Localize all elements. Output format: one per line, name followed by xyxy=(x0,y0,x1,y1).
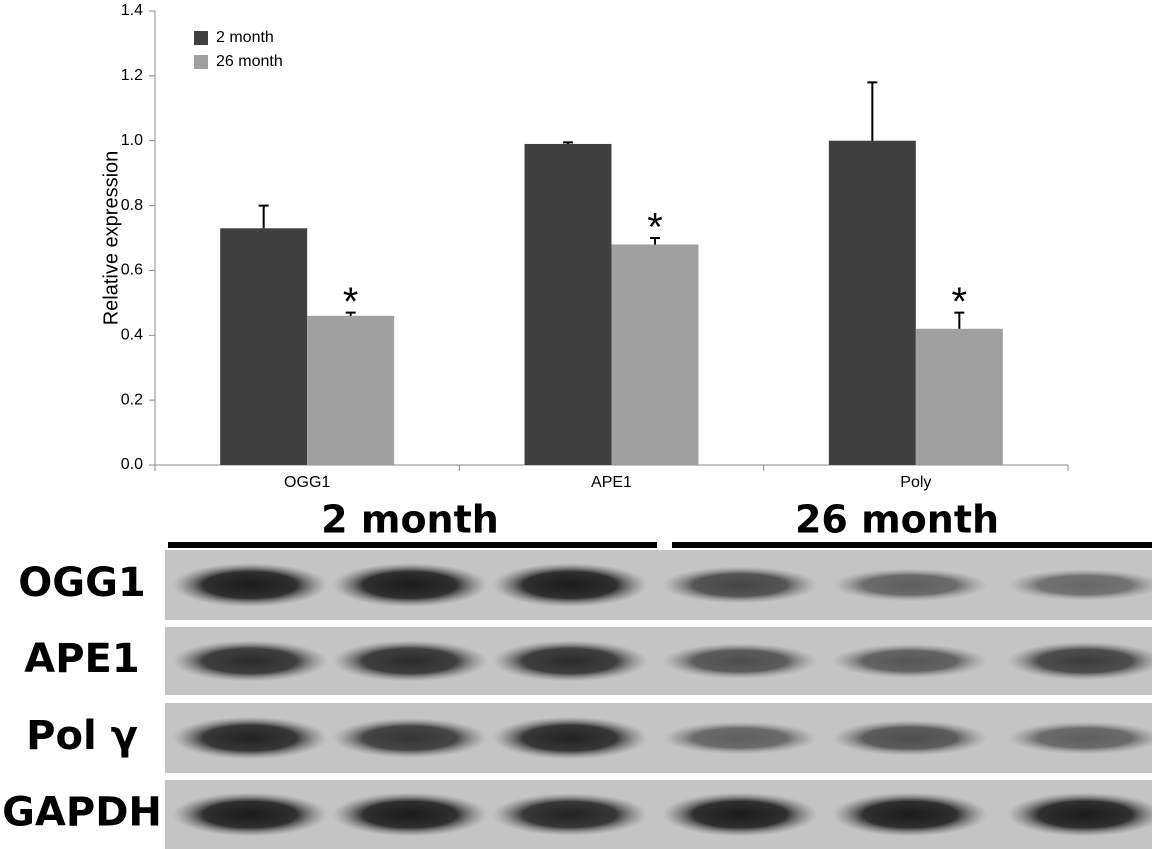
significance-mark: * xyxy=(647,206,663,250)
blot-band xyxy=(492,716,648,760)
error-bar xyxy=(258,204,269,229)
y-axis-label: Relative expression xyxy=(100,151,122,326)
x-tick-label: OGG1 xyxy=(284,474,330,491)
blot-row-label: Pol γ xyxy=(26,713,138,759)
blot-row-label: APE1 xyxy=(24,636,139,682)
significance-mark: * xyxy=(343,280,359,324)
y-tick-label: 0.8 xyxy=(121,197,143,214)
bar-chart: Relative expression 0.0 0.2 0.4 0.6 0.8 1.0 1.… xyxy=(100,2,1069,491)
y-tick-label: 1.2 xyxy=(121,67,143,84)
blot-group-label: 26 month xyxy=(795,498,999,542)
blot-band xyxy=(1007,569,1152,601)
blot-band xyxy=(662,643,818,679)
blot-band xyxy=(832,643,988,679)
blot-band xyxy=(662,566,818,604)
blot-band xyxy=(332,792,488,837)
blot-band xyxy=(662,721,818,755)
blot-band xyxy=(492,563,648,607)
error-bar xyxy=(954,311,965,329)
blot-band xyxy=(332,563,488,607)
bar xyxy=(611,244,699,465)
legend-swatch xyxy=(194,55,208,69)
blot-band xyxy=(832,568,988,602)
blot-row-label: GAPDH xyxy=(2,790,162,836)
bar xyxy=(828,140,916,465)
blot-band xyxy=(172,792,328,837)
legend-swatch xyxy=(194,31,208,45)
blot-band xyxy=(492,640,648,682)
blot-band xyxy=(332,718,488,758)
bar xyxy=(220,228,308,465)
error-bar xyxy=(563,141,573,144)
error-bar xyxy=(345,311,356,316)
legend-label: 26 month xyxy=(216,53,283,70)
x-tick-label: APE1 xyxy=(591,474,632,491)
blot-band xyxy=(1007,721,1152,755)
blot-band xyxy=(832,720,988,756)
blot-band xyxy=(1007,641,1152,681)
blot-band xyxy=(172,716,328,760)
bar xyxy=(307,315,395,465)
blot-band xyxy=(662,792,818,837)
blot-group-label: 2 month xyxy=(321,498,499,542)
y-tick-label: 0.0 xyxy=(121,456,143,473)
blot-row-label: OGG1 xyxy=(18,560,146,606)
y-tick-label: 1.0 xyxy=(121,132,143,149)
blot-band xyxy=(332,640,488,682)
y-tick-label: 0.2 xyxy=(121,391,143,408)
error-bar xyxy=(867,81,878,141)
blot-band xyxy=(492,793,648,836)
legend-label: 2 month xyxy=(216,29,274,46)
x-tick-label: Poly xyxy=(900,474,931,491)
y-tick-label: 1.4 xyxy=(121,2,143,19)
blot-band xyxy=(832,792,988,837)
western-blot: 2 month 26 month OGG1 APE1 Pol γ GAPDH xyxy=(2,498,1152,849)
bar xyxy=(524,143,612,465)
y-tick-label: 0.4 xyxy=(121,327,143,344)
bar xyxy=(915,328,1003,465)
blot-band xyxy=(172,563,328,607)
error-bar xyxy=(650,237,660,245)
blot-band xyxy=(172,640,328,682)
y-tick-label: 0.6 xyxy=(121,262,143,279)
blot-band xyxy=(1007,792,1152,837)
significance-mark: * xyxy=(952,280,968,324)
